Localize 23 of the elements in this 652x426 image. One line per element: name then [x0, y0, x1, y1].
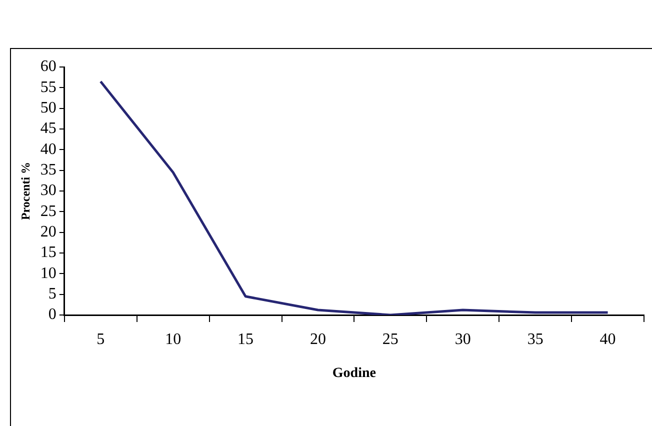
- y-tick-label: 0: [48, 306, 56, 324]
- y-tick-label: 15: [40, 244, 56, 262]
- x-tick-label: 30: [454, 330, 471, 348]
- x-axis-title: Godine: [332, 366, 376, 382]
- y-tick-label: 45: [40, 120, 56, 138]
- x-tick-label: 40: [600, 330, 616, 348]
- y-tick-label: 40: [40, 140, 56, 158]
- x-tick-label: 20: [310, 330, 326, 348]
- x-tick-label: 5: [96, 330, 105, 348]
- x-tick-label: 15: [238, 330, 254, 348]
- y-tick-label: 50: [40, 100, 56, 117]
- y-tick-label: 60: [40, 58, 56, 76]
- y-tick-label: 20: [40, 224, 56, 241]
- y-tick-label: 5: [48, 286, 56, 303]
- y-axis-title: Procenti %: [18, 162, 32, 220]
- x-tick-label: 35: [527, 330, 544, 348]
- y-tick-label: 10: [40, 264, 56, 282]
- x-tick-label: 10: [165, 330, 182, 348]
- y-tick-label: 55: [40, 78, 56, 96]
- x-tick-label: 25: [382, 330, 398, 348]
- y-tick-label: 25: [40, 202, 56, 220]
- y-tick-label: 30: [40, 182, 56, 200]
- y-tick-label: 35: [40, 162, 56, 179]
